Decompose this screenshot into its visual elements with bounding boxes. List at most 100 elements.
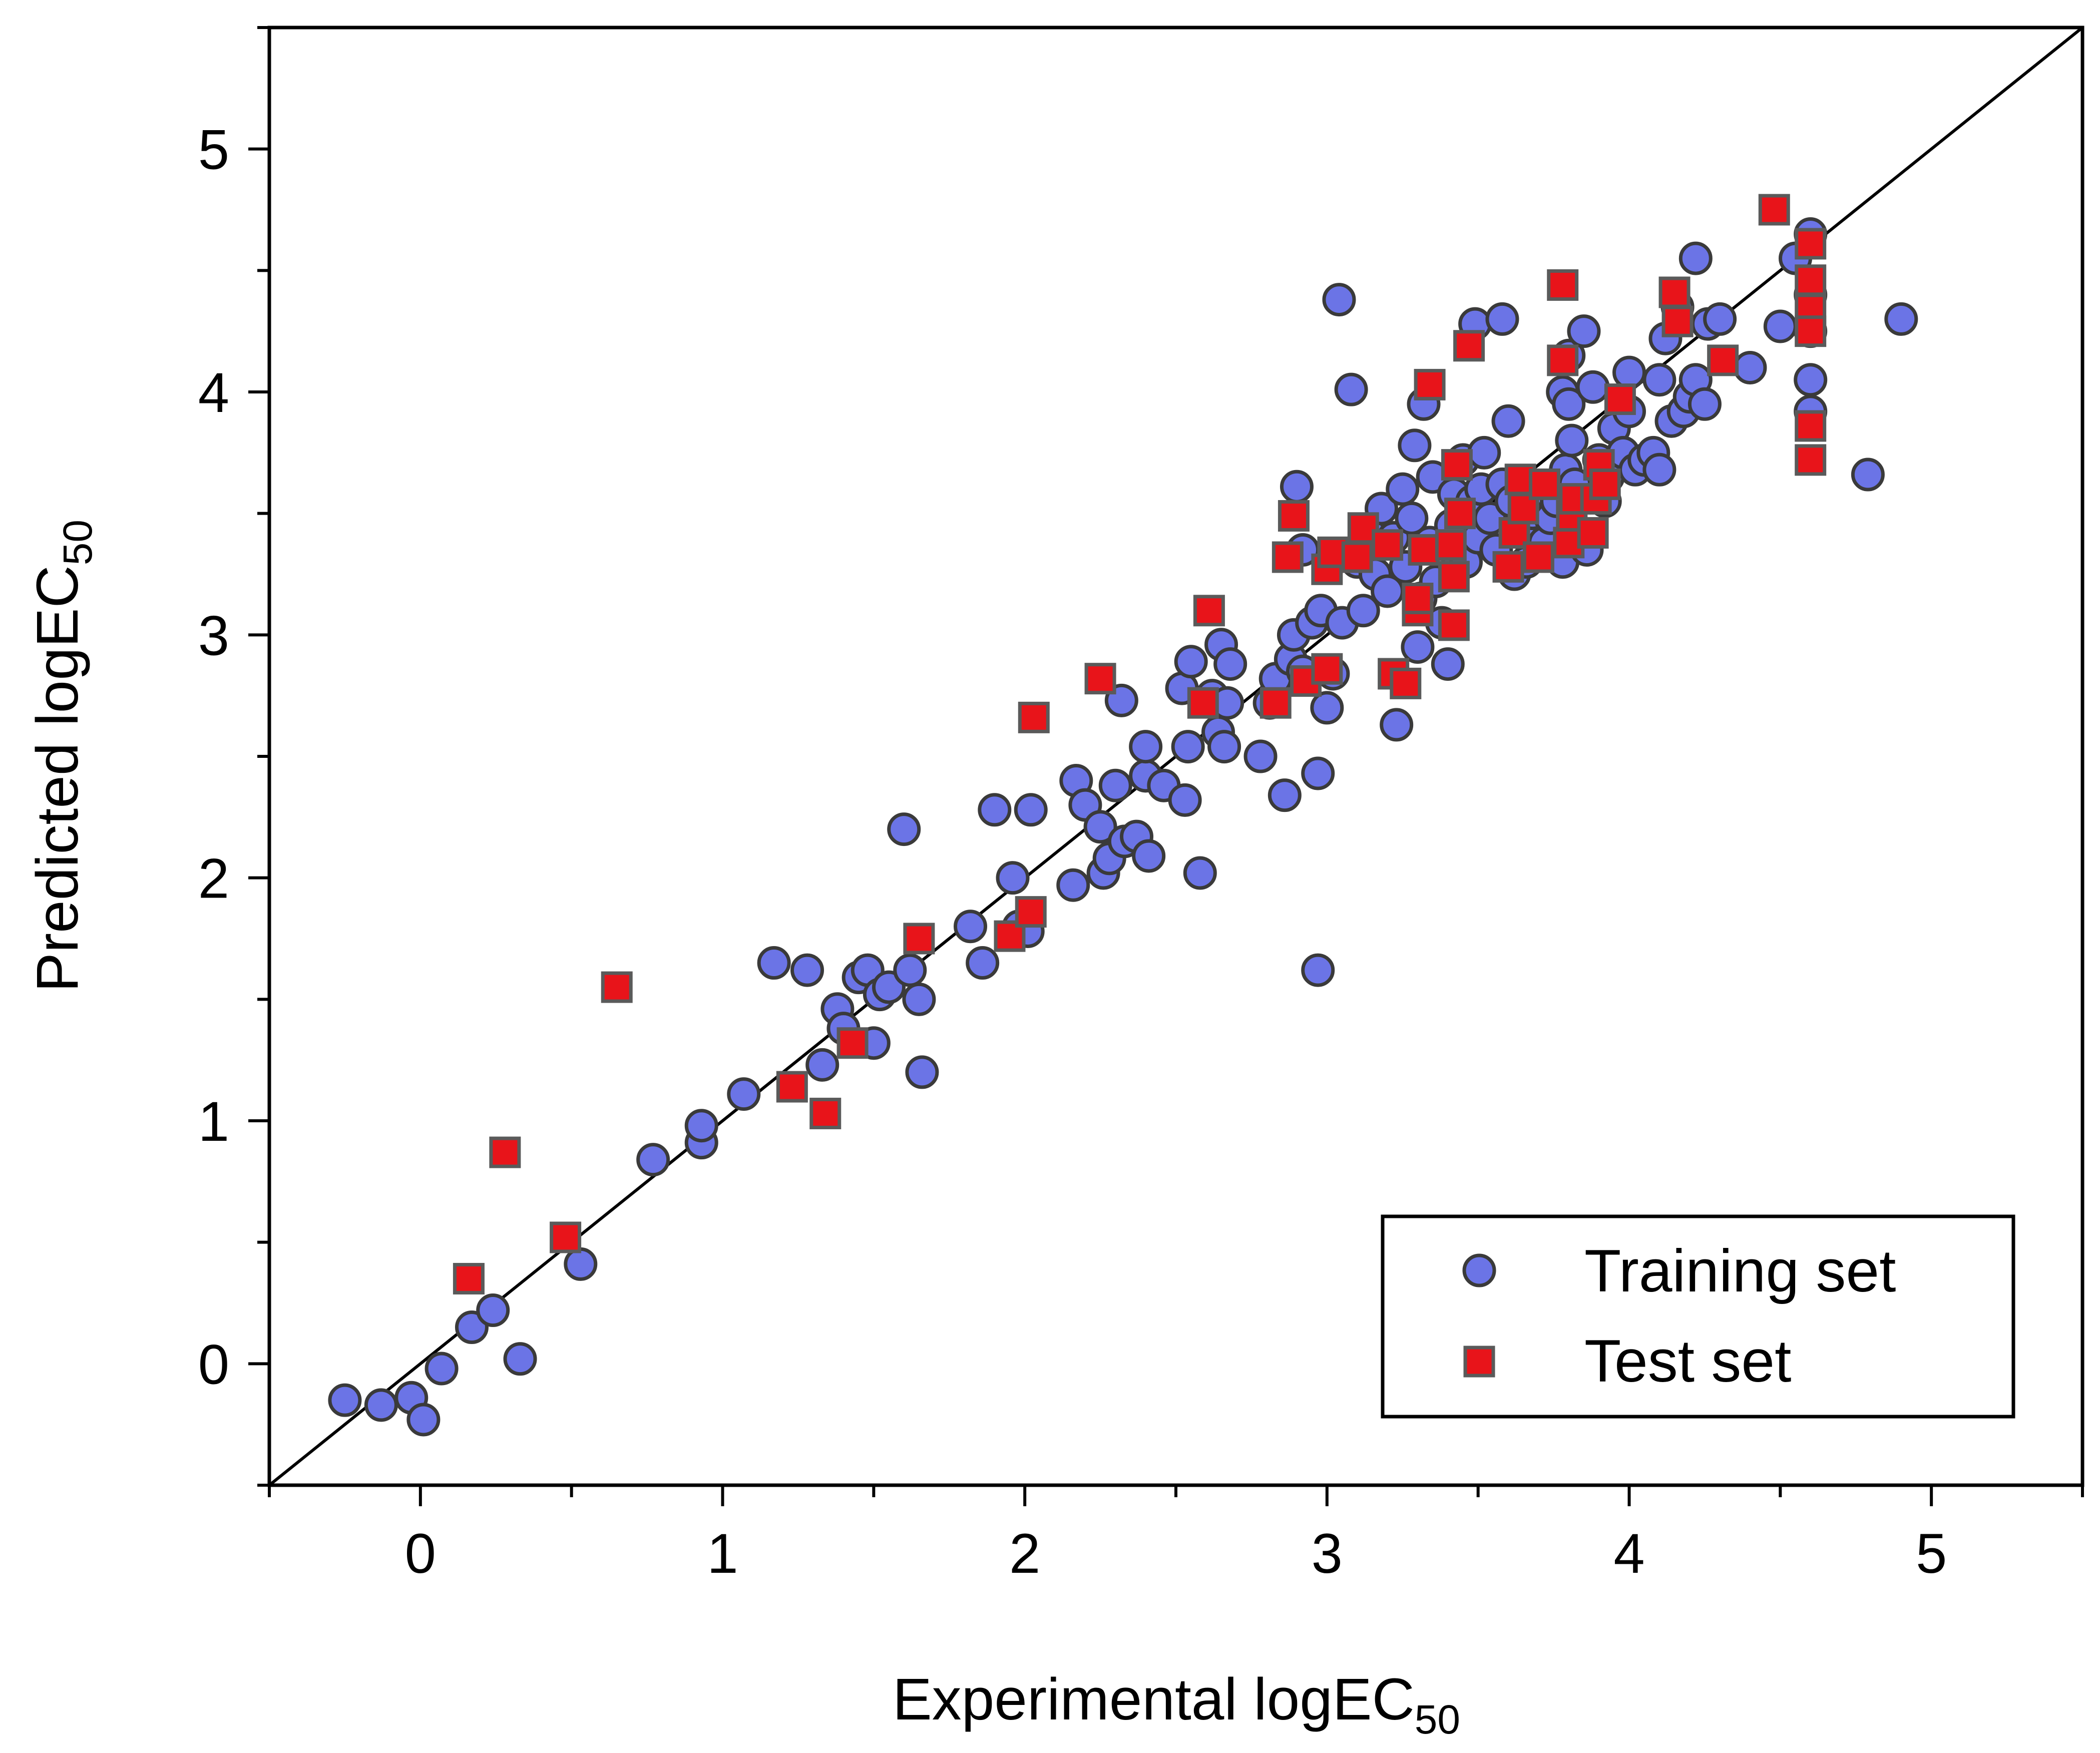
legend-test-label: Test set <box>1584 1328 1792 1395</box>
test-point <box>1492 551 1524 583</box>
test-point <box>1547 344 1579 376</box>
training-point <box>966 946 1000 980</box>
training-point <box>1555 423 1589 458</box>
test-point <box>903 923 935 955</box>
test-point <box>1311 653 1343 685</box>
test-point <box>453 1262 485 1294</box>
training-point <box>1703 302 1737 336</box>
training-point <box>1322 283 1356 317</box>
test-point <box>1795 444 1827 476</box>
training-point <box>805 1048 839 1082</box>
training-point <box>1763 309 1797 343</box>
training-point <box>1485 302 1519 336</box>
legend-training-marker <box>1462 1253 1496 1287</box>
test-point <box>1272 541 1304 573</box>
test-point <box>1589 468 1621 500</box>
x-tick-label: 2 <box>1009 1522 1040 1585</box>
y-axis: 0 1 2 3 4 5 <box>198 26 269 1487</box>
training-point <box>1431 647 1465 681</box>
test-point <box>1453 330 1485 362</box>
training-point <box>476 1293 510 1328</box>
test-point <box>1441 449 1473 481</box>
legend-test-marker <box>1463 1346 1495 1378</box>
test-point <box>1341 541 1373 573</box>
training-point <box>1398 428 1432 463</box>
training-point <box>1467 435 1501 470</box>
training-point <box>1280 470 1314 504</box>
y-tick-label: 3 <box>198 604 229 667</box>
training-point <box>1268 778 1302 812</box>
x-tick-label: 1 <box>707 1522 738 1585</box>
x-tick-label: 5 <box>1916 1522 1947 1585</box>
test-point <box>994 920 1026 952</box>
training-point <box>1310 691 1344 725</box>
training-point <box>364 1388 398 1422</box>
x-axis-title: Experimental logEC50 <box>893 1666 1460 1742</box>
training-point <box>1207 730 1241 764</box>
training-point <box>1642 363 1676 397</box>
training-point <box>1301 756 1335 790</box>
x-axis: 0 1 2 3 4 5 <box>268 1485 2084 1585</box>
test-point <box>1438 561 1470 593</box>
training-point <box>406 1403 441 1437</box>
test-point <box>1795 410 1827 442</box>
x-tick-label: 3 <box>1312 1522 1343 1585</box>
training-point <box>1346 594 1380 628</box>
test-point <box>1408 534 1440 566</box>
test-point <box>1259 687 1292 719</box>
y-axis-title-main: Predicted logEC <box>25 565 91 992</box>
training-point <box>1401 630 1435 664</box>
test-point <box>1193 595 1225 627</box>
test-point <box>1402 583 1434 615</box>
legend: Training set Test set <box>1381 1214 2015 1419</box>
training-point <box>1301 953 1335 987</box>
training-point <box>1733 350 1767 384</box>
training-point <box>1129 730 1163 764</box>
test-point <box>1658 276 1691 308</box>
test-set-series <box>453 194 1827 1294</box>
training-point <box>887 812 921 846</box>
training-point <box>1213 647 1247 681</box>
test-point <box>1522 541 1554 573</box>
training-point <box>1688 387 1722 421</box>
test-point <box>1444 498 1476 530</box>
y-tick-label: 2 <box>198 847 229 910</box>
y-tick-label: 0 <box>198 1333 229 1396</box>
training-point <box>1642 453 1676 487</box>
test-point <box>1015 896 1047 928</box>
x-axis-title-main: Experimental logEC <box>893 1666 1415 1732</box>
test-point <box>1795 264 1827 296</box>
y-axis-title-subscript: 50 <box>55 520 101 565</box>
test-point <box>1390 667 1422 699</box>
test-point <box>1084 663 1116 695</box>
test-point <box>1438 609 1470 641</box>
legend-training-label: Training set <box>1584 1237 1896 1304</box>
test-point <box>809 1097 842 1129</box>
training-point <box>1884 302 1918 336</box>
training-point <box>425 1352 459 1386</box>
training-point <box>1168 783 1202 817</box>
training-point <box>954 910 988 944</box>
training-point <box>996 861 1030 895</box>
training-point <box>564 1247 598 1281</box>
training-point <box>1612 355 1646 389</box>
training-point <box>1171 730 1205 764</box>
test-point <box>836 1027 869 1059</box>
training-point <box>1132 839 1166 873</box>
test-point <box>1187 687 1219 719</box>
training-point <box>1380 708 1414 742</box>
training-point <box>727 1077 761 1111</box>
test-point <box>1577 517 1609 549</box>
y-axis-title: Predicted logEC50 <box>25 520 101 992</box>
training-point <box>1491 404 1525 438</box>
test-point <box>1604 383 1636 415</box>
training-point <box>902 982 936 1016</box>
test-point <box>1372 529 1404 561</box>
training-point <box>684 1109 718 1143</box>
training-point <box>1174 645 1208 679</box>
test-point <box>550 1221 582 1253</box>
training-point <box>1395 501 1429 535</box>
test-point <box>1528 468 1560 500</box>
training-point <box>1576 370 1610 404</box>
